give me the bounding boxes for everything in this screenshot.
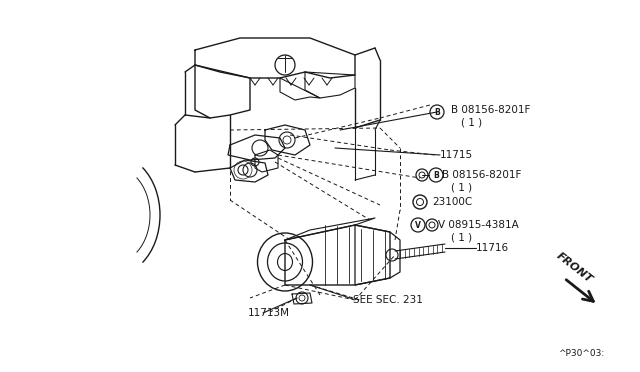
Text: B 08156-8201F: B 08156-8201F [442, 170, 522, 180]
Text: 23100C: 23100C [432, 197, 472, 207]
Circle shape [386, 249, 398, 261]
Text: V: V [415, 221, 421, 230]
Text: B: B [433, 170, 439, 180]
Text: 11713M: 11713M [248, 308, 290, 318]
Text: B: B [434, 108, 440, 116]
Circle shape [429, 168, 443, 182]
Circle shape [411, 218, 425, 232]
Text: 11716: 11716 [476, 243, 509, 253]
Text: ( 1 ): ( 1 ) [451, 182, 472, 192]
Text: V 08915-4381A: V 08915-4381A [438, 220, 519, 230]
Text: ( 1 ): ( 1 ) [461, 117, 482, 127]
Text: 11715: 11715 [440, 150, 473, 160]
Text: ^P30^03:: ^P30^03: [558, 350, 604, 359]
Text: SEE SEC. 231: SEE SEC. 231 [353, 295, 423, 305]
Text: ( 1 ): ( 1 ) [451, 232, 472, 242]
Circle shape [430, 105, 444, 119]
Text: B 08156-8201F: B 08156-8201F [451, 105, 531, 115]
Text: FRONT: FRONT [555, 251, 595, 285]
